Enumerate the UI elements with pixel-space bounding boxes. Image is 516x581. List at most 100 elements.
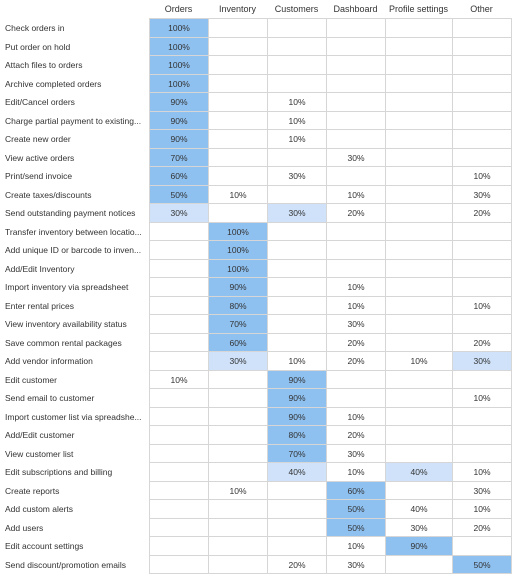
table-row: Charge partial payment to existing... 90%… (5, 111, 512, 130)
cell-customers (268, 518, 327, 537)
cell-profile-settings (386, 37, 453, 56)
cell-dashboard: 10% (327, 296, 386, 315)
cell-inventory (209, 500, 268, 519)
cell-other (453, 222, 512, 241)
cell-inventory: 60% (209, 333, 268, 352)
cell-customers: 90% (268, 389, 327, 408)
cell-customers (268, 56, 327, 75)
column-header-profile-settings: Profile settings (388, 4, 449, 14)
cell-profile-settings: 40% (386, 463, 453, 482)
table-row: Add custom alerts 50% 40% 10% (5, 500, 512, 519)
row-label: Archive completed orders (5, 78, 102, 89)
row-label: Create new order (5, 134, 71, 144)
cell-other: 20% (453, 518, 512, 537)
cell-dashboard (327, 222, 386, 241)
cell-other (453, 93, 512, 112)
cell-dashboard: 10% (327, 185, 386, 204)
cell-inventory: 70% (209, 315, 268, 334)
cell-orders (150, 463, 209, 482)
cell-profile-settings (386, 315, 453, 334)
row-label: Add custom alerts (5, 504, 74, 514)
cell-customers: 10% (268, 352, 327, 371)
table-row: Edit/Cancel orders 90% 10% (5, 93, 512, 112)
cell-dashboard (327, 111, 386, 130)
table-row: Create reports 10% 60% 30% (5, 481, 512, 500)
cell-customers (268, 148, 327, 167)
cell-orders (150, 259, 209, 278)
cell-inventory: 80% (209, 296, 268, 315)
cell-inventory: 10% (209, 185, 268, 204)
cell-orders (150, 481, 209, 500)
cell-dashboard: 30% (327, 444, 386, 463)
cell-dashboard: 20% (327, 204, 386, 223)
table-row: Add/Edit Inventory 100% (5, 259, 512, 278)
cell-inventory (209, 19, 268, 38)
cell-inventory (209, 167, 268, 186)
cell-dashboard: 10% (327, 407, 386, 426)
cell-orders (150, 333, 209, 352)
cell-profile-settings (386, 111, 453, 130)
cell-other (453, 37, 512, 56)
cell-orders (150, 315, 209, 334)
row-label: Create reports (5, 485, 60, 496)
cell-inventory (209, 407, 268, 426)
row-label: Print/send invoice (5, 171, 73, 181)
table-row: Add vendor information 30% 10% 20% 10% 30% (5, 352, 512, 371)
table-row: Send discount/promotion emails 20% 30% 50% (5, 555, 512, 574)
cell-other (453, 241, 512, 260)
cell-inventory (209, 130, 268, 149)
cell-inventory (209, 111, 268, 130)
row-label: View active orders (5, 152, 75, 163)
table-row: Import customer list via spreadshe... 90%… (5, 407, 512, 426)
cell-profile-settings (386, 167, 453, 186)
cell-orders: 60% (150, 167, 209, 186)
cell-other (453, 19, 512, 38)
cell-other: 10% (453, 389, 512, 408)
cell-other: 10% (453, 167, 512, 186)
cell-dashboard (327, 130, 386, 149)
cell-customers (268, 315, 327, 334)
cell-customers: 10% (268, 130, 327, 149)
cell-other (453, 56, 512, 75)
cell-dashboard: 10% (327, 537, 386, 556)
cell-orders: 100% (150, 56, 209, 75)
cell-orders: 90% (150, 93, 209, 112)
table-row: Send email to customer 90% 10% (5, 389, 512, 408)
column-header-other: Other (470, 4, 493, 14)
cell-orders (150, 555, 209, 574)
cell-other (453, 111, 512, 130)
cell-orders (150, 241, 209, 260)
cell-other: 30% (453, 185, 512, 204)
cell-inventory: 90% (209, 278, 268, 297)
row-label: Put order on hold (5, 41, 71, 52)
cell-dashboard: 10% (327, 463, 386, 482)
cell-orders (150, 407, 209, 426)
row-label: Add/Edit customer (5, 430, 75, 440)
cell-orders (150, 500, 209, 519)
cell-other (453, 130, 512, 149)
cell-orders: 100% (150, 19, 209, 38)
row-label: Send email to customer (5, 393, 95, 403)
cell-orders (150, 389, 209, 408)
cell-dashboard: 50% (327, 500, 386, 519)
cell-customers: 70% (268, 444, 327, 463)
table-row: Put order on hold 100% (5, 37, 512, 56)
cell-inventory: 30% (209, 352, 268, 371)
cell-customers (268, 500, 327, 519)
cell-customers (268, 185, 327, 204)
table-row: Edit account settings 10% 90% (5, 537, 512, 556)
cell-inventory (209, 444, 268, 463)
cell-customers (268, 296, 327, 315)
row-label: Enter rental prices (5, 300, 74, 311)
cell-dashboard: 30% (327, 148, 386, 167)
table-row: Edit subscriptions and billing 40% 10% 40% 1… (5, 463, 512, 482)
cell-other (453, 74, 512, 93)
row-label: View customer list (5, 448, 74, 459)
column-header-customers: Customers (274, 4, 319, 14)
cell-orders: 70% (150, 148, 209, 167)
cell-dashboard: 20% (327, 352, 386, 371)
cell-dashboard (327, 19, 386, 38)
cell-profile-settings (386, 426, 453, 445)
cell-orders (150, 296, 209, 315)
cell-orders (150, 537, 209, 556)
